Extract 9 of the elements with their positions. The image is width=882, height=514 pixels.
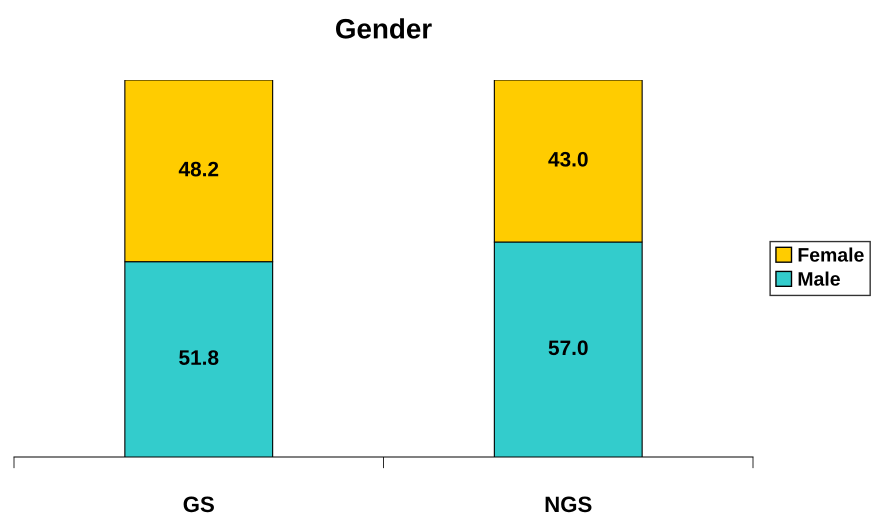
data-label: 43.0: [548, 152, 588, 167]
data-label: 48.2: [178, 162, 218, 176]
data-label: 57.0: [548, 340, 588, 356]
x-tick-label: NGS: [546, 496, 592, 512]
data-label: 51.8: [179, 350, 218, 365]
x-tick-label: GS: [184, 496, 214, 512]
legend-label: Male: [798, 272, 840, 286]
chart-title: Gender: [336, 18, 432, 39]
legend-label: Female: [798, 247, 864, 262]
